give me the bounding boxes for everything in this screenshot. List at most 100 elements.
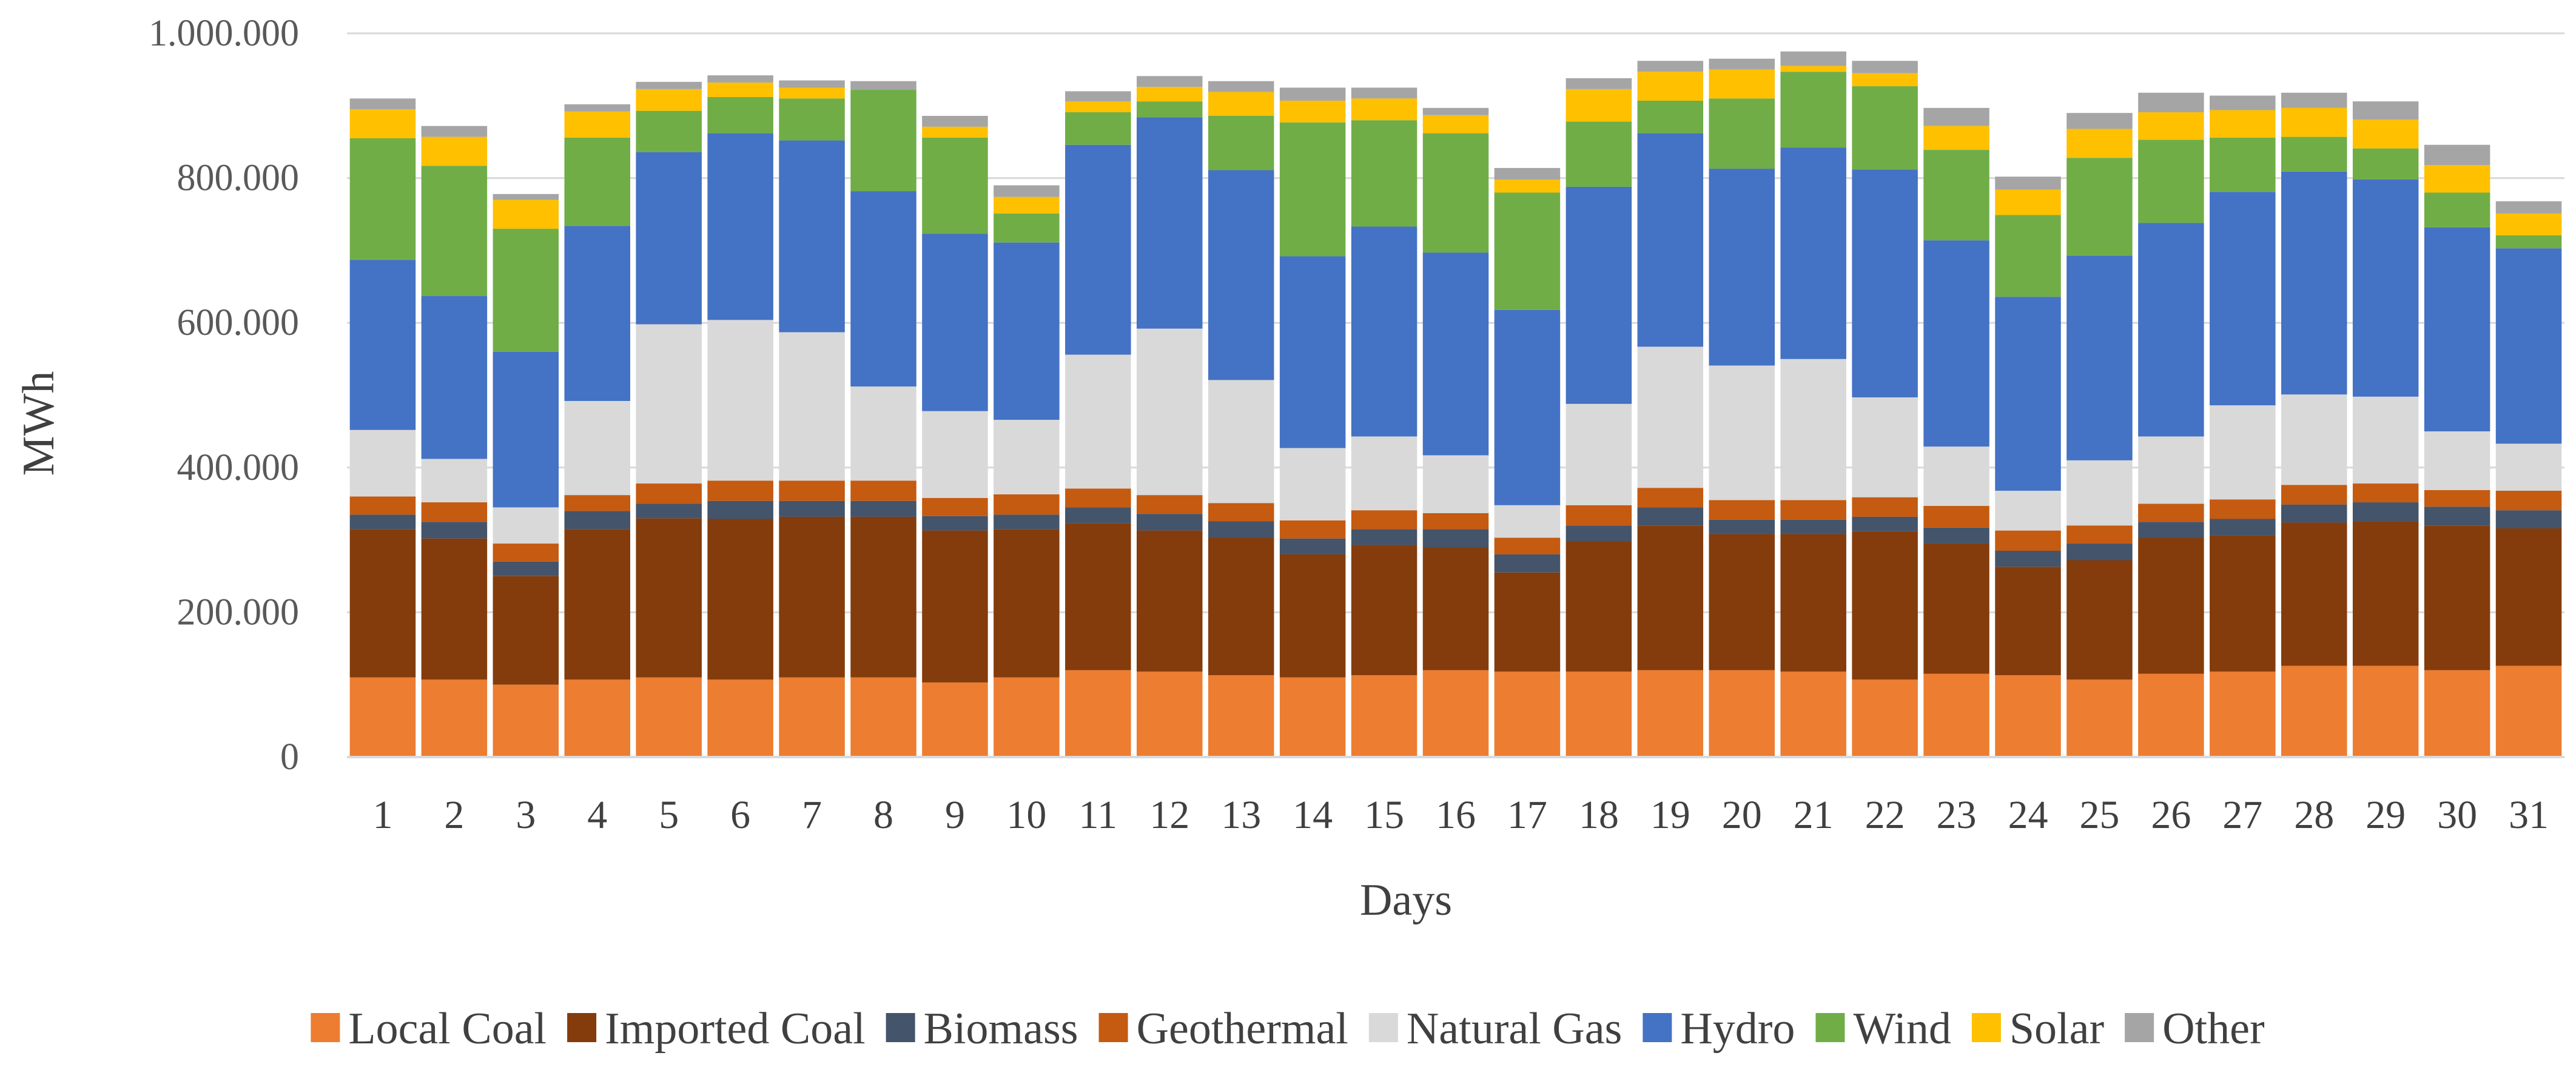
bar-segment-other — [1995, 177, 2061, 190]
bar-segment-natural-gas — [1208, 380, 1274, 503]
y-axis-title: MWh — [14, 371, 64, 476]
x-tick-label: 25 — [2079, 793, 2119, 837]
bar-segment-wind — [1279, 122, 1346, 257]
bar-segment-other — [1208, 81, 1274, 92]
x-tick-label: 1 — [372, 793, 392, 837]
bar-segment-other — [922, 116, 988, 127]
bar-segment-hydro — [1995, 297, 2061, 491]
bar-segment-hydro — [1208, 170, 1274, 380]
bar-segment-geothermal — [2495, 490, 2562, 511]
bar-segment-natural-gas — [2281, 394, 2347, 485]
bar-segment-wind — [1923, 150, 1989, 241]
x-tick-label: 9 — [945, 793, 965, 837]
bar-segment-natural-gas — [779, 332, 845, 481]
bar-segment-wind — [1709, 98, 1775, 169]
bar-segment-geothermal — [1780, 500, 1846, 520]
bar-segment-geothermal — [1494, 537, 1561, 554]
bar-segment-local-coal — [1422, 670, 1489, 757]
bar-segment-hydro — [1565, 186, 1632, 404]
bar-segment-wind — [1565, 121, 1632, 187]
bar-segment-wind — [779, 98, 845, 141]
bar-segment-natural-gas — [2352, 396, 2419, 484]
bar-segment-geothermal — [779, 480, 845, 501]
bar-segment-geothermal — [2281, 485, 2347, 505]
bar-segment-solar — [1137, 87, 1203, 102]
bar-segment-wind — [1852, 86, 1918, 170]
bar-segment-solar — [779, 87, 845, 99]
bar-segment-biomass — [1494, 554, 1561, 573]
y-tick-label: 800.000 — [177, 158, 300, 199]
bar-segment-imported-coal — [1565, 541, 1632, 672]
bar-segment-other — [1923, 107, 1989, 126]
bar-segment-imported-coal — [2210, 535, 2276, 672]
bar-segment-solar — [564, 111, 631, 138]
bar-segment-biomass — [1923, 527, 1989, 544]
bar-segment-wind — [850, 90, 916, 192]
bar-segment-geothermal — [493, 544, 559, 562]
bar-segment-local-coal — [1279, 677, 1346, 757]
bar-segment-imported-coal — [707, 519, 773, 680]
bar-segment-other — [2067, 113, 2133, 129]
bar-segment-solar — [1995, 189, 2061, 215]
bar-segment-hydro — [2495, 248, 2562, 444]
legend-swatch — [1368, 1013, 1398, 1042]
x-tick-labels: 1 2 3 4 5 6 7 8 9 10 11 12 13 14 15 16 17 18 19 20 21 22 23 24 2… — [372, 793, 2549, 837]
bar-segment-imported-coal — [1279, 554, 1346, 678]
bar-segment-wind — [2067, 158, 2133, 256]
legend-swatch — [1643, 1013, 1672, 1042]
bar-segment-hydro — [779, 140, 845, 332]
bar-segment-natural-gas — [1137, 328, 1203, 496]
x-tick-label: 2 — [444, 793, 464, 837]
bar-segment-imported-coal — [922, 530, 988, 683]
bar-segment-hydro — [2210, 192, 2276, 406]
bar-segment-imported-coal — [994, 529, 1060, 678]
bar-segment-other — [850, 81, 916, 90]
bar-segment-biomass — [1279, 538, 1346, 554]
bar-segment-natural-gas — [850, 386, 916, 481]
bar-segment-local-coal — [1923, 673, 1989, 757]
bar-segment-imported-coal — [1137, 530, 1203, 672]
bar-segment-biomass — [2495, 510, 2562, 529]
bar-segment-natural-gas — [1995, 490, 2061, 531]
x-tick-label: 31 — [2509, 793, 2549, 837]
bar-segment-hydro — [1065, 144, 1131, 355]
x-tick-label: 3 — [516, 793, 536, 837]
bar-segment-solar — [1422, 115, 1489, 133]
bar-segment-geothermal — [1422, 513, 1489, 530]
bar-segment-natural-gas — [1279, 448, 1346, 520]
bar-segment-local-coal — [636, 677, 702, 757]
bar-segment-imported-coal — [564, 529, 631, 680]
bar-segment-wind — [1637, 100, 1704, 133]
bar-segment-solar — [1494, 179, 1561, 193]
bar-segment-geothermal — [1279, 520, 1346, 539]
bar-segment-local-coal — [1852, 679, 1918, 757]
bar-segment-biomass — [1780, 519, 1846, 534]
bar-segment-wind — [1137, 101, 1203, 118]
bar-segment-solar — [1279, 100, 1346, 123]
x-tick-label: 23 — [1937, 793, 1977, 837]
bar-segment-wind — [1208, 116, 1274, 170]
bar-segment-other — [994, 185, 1060, 197]
bar-segment-other — [1137, 76, 1203, 87]
bar-segment-biomass — [349, 514, 416, 530]
bar-segment-local-coal — [1565, 672, 1632, 757]
x-tick-label: 13 — [1221, 793, 1261, 837]
bar-segment-hydro — [707, 133, 773, 320]
bar-segment-local-coal — [349, 677, 416, 757]
bar-segment-wind — [493, 229, 559, 352]
bar-segment-hydro — [922, 234, 988, 411]
y-tick-label: 1.000.000 — [149, 13, 299, 54]
bar-segment-hydro — [1637, 133, 1704, 347]
bar-segment-local-coal — [922, 682, 988, 757]
bar-segment-other — [1637, 61, 1704, 72]
bar-segment-biomass — [636, 503, 702, 519]
bar-segment-natural-gas — [2067, 460, 2133, 526]
bar-segment-imported-coal — [1494, 572, 1561, 672]
bar-segment-biomass — [850, 500, 916, 517]
bar-segment-wind — [421, 166, 488, 297]
bar-segment-wind — [1422, 133, 1489, 253]
bar-segment-solar — [493, 200, 559, 229]
bar-segment-imported-coal — [1065, 523, 1131, 670]
bar-segment-geothermal — [850, 480, 916, 501]
bar-segment-geothermal — [1637, 488, 1704, 508]
